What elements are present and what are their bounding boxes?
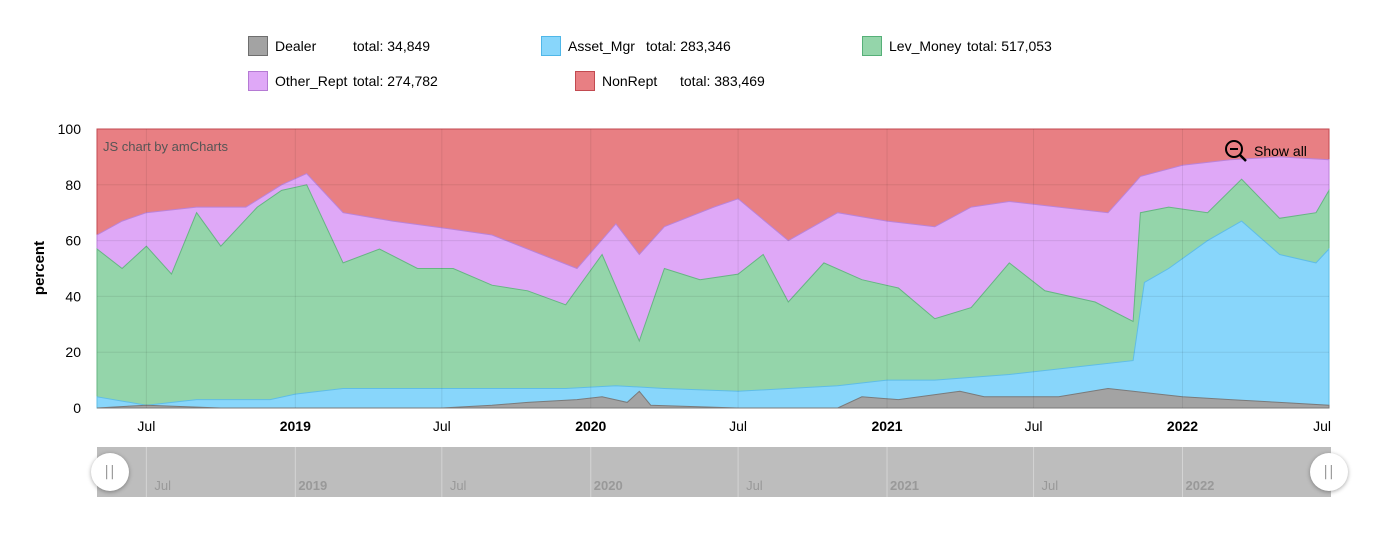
scrollbar-tick-label: 2019 (298, 478, 327, 493)
legend-item-other[interactable]: Other_Rept total: 274,782 (248, 69, 438, 93)
legend-swatch (541, 36, 561, 56)
scrollbar[interactable]: Jul 2019 Jul 2020 Jul 2021 Jul 2022 (97, 447, 1331, 497)
legend-series-total: total: 283,346 (646, 38, 731, 54)
legend-item-nonrept[interactable]: NonRept total: 383,469 (575, 69, 765, 93)
x-tick-label: Jul (1313, 418, 1331, 434)
y-tick-label: 0 (73, 400, 81, 416)
scrollbar-tick-label: 2020 (594, 478, 623, 493)
x-tick-label: 2019 (280, 418, 311, 434)
legend-series-total: total: 274,782 (353, 73, 438, 89)
legend-swatch (248, 36, 268, 56)
scrollbar-tick-label: Jul (450, 478, 467, 493)
scrollbar-tick-label: 2022 (1185, 478, 1214, 493)
x-tick-label: 2022 (1167, 418, 1198, 434)
scrollbar-tick-label: Jul (154, 478, 171, 493)
show-all-label: Show all (1254, 143, 1307, 159)
scrollbar-right-handle[interactable]: || (1310, 453, 1348, 491)
zoom-out-icon (1225, 140, 1247, 162)
legend-series-total: total: 34,849 (353, 38, 431, 54)
area-asset-mgr[interactable] (96, 220, 1330, 409)
legend-swatch (862, 36, 882, 56)
scrollbar-track[interactable] (97, 447, 1331, 497)
legend-series-name: NonRept (602, 73, 658, 89)
x-tick-label: 2020 (575, 418, 606, 434)
area-lev-money[interactable] (96, 178, 1330, 409)
x-tick-label: Jul (1025, 418, 1043, 434)
y-tick-label: 100 (58, 121, 82, 137)
legend-series-name: Dealer (275, 38, 317, 54)
legend-item-lev[interactable]: Lev_Money total: 517,053 (862, 34, 1052, 58)
x-tick-label: Jul (137, 418, 155, 434)
legend-swatch (575, 71, 595, 91)
legend-series-name: Other_Rept (275, 73, 348, 89)
legend-item-dealer[interactable]: Dealer total: 34,849 (248, 34, 430, 58)
y-tick-label: 80 (65, 177, 81, 193)
legend-series-total: total: 383,469 (680, 73, 765, 89)
scrollbar-left-handle[interactable]: || (91, 453, 129, 491)
legend-series-name: Asset_Mgr (568, 38, 635, 54)
scrollbar-tick-label: Jul (1042, 478, 1059, 493)
legend-series-name: Lev_Money (889, 38, 962, 54)
scrollbar-tick-label: 2021 (890, 478, 919, 493)
show-all-button[interactable]: Show all (1224, 138, 1307, 164)
x-tick-label: Jul (433, 418, 451, 434)
legend-item-asset[interactable]: Asset_Mgr total: 283,346 (541, 34, 731, 58)
y-tick-label: 20 (65, 344, 81, 360)
chart-legend: Dealer total: 34,849 Asset_Mgr total: 283,3… (0, 0, 1379, 110)
scrollbar-tick-label: Jul (746, 478, 763, 493)
legend-series-total: total: 517,053 (967, 38, 1052, 54)
x-tick-label: 2021 (871, 418, 902, 434)
amcharts-credit[interactable]: JS chart by amCharts (103, 139, 228, 154)
y-tick-label: 40 (65, 288, 81, 304)
y-axis-title: percent (31, 241, 48, 295)
x-tick-label: Jul (729, 418, 747, 434)
legend-swatch (248, 71, 268, 91)
area-dealer[interactable] (96, 387, 1330, 409)
y-tick-label: 60 (65, 233, 81, 249)
